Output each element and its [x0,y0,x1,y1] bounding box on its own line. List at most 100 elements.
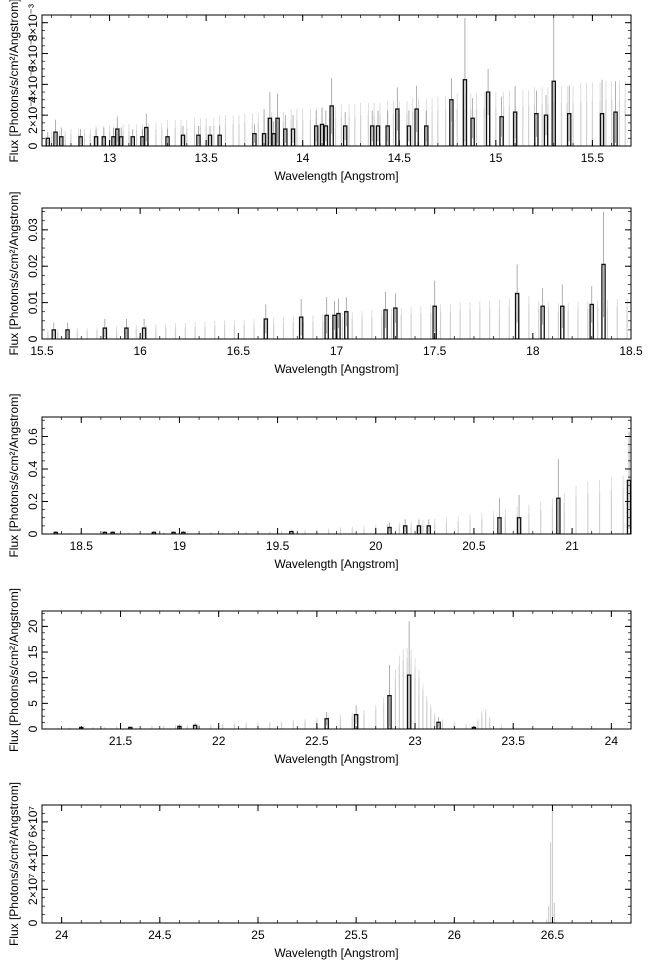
model-bar [371,317,373,339]
model-bar [618,99,621,146]
y-axis-title: Flux [Photons/s/cm²/Angstrom] [7,588,21,752]
model-bar [545,919,548,923]
model-bar [64,135,66,146]
model-bar [483,107,485,146]
model-bar [465,724,467,729]
model-bar [76,331,78,339]
model-bar [553,902,556,923]
x-tick-label: 22 [212,734,226,748]
model-bar [340,116,342,146]
x-tick-label: 17.5 [423,344,447,358]
data-bar [130,136,136,146]
panel-5: 24 24.5 25 25.5 26 26.5 0 2×10⁷ 4×10⁷ 6×10⁷ Wavele… [7,782,632,960]
model-bar [223,325,226,339]
y-tick-label: 4×10⁷ [26,840,40,871]
model-bar [456,109,458,146]
model-bar [441,721,444,729]
model-bar [292,721,294,729]
model-bar [477,721,479,729]
data-bar [181,531,186,534]
data-bar [387,526,392,534]
y-tick-label: 0.02 [26,254,40,278]
model-bar [400,314,402,339]
model-bar [186,127,188,146]
model-bar [426,700,428,729]
model-bar [193,125,196,146]
data-bar [329,105,334,146]
model-bar [475,109,478,146]
model-bar [128,130,130,146]
x-tick-label: 25 [251,928,265,942]
x-tick-label: 18.5 [619,344,643,358]
x-tick-label: 14.5 [388,151,412,165]
model-bar [504,516,506,534]
data-bar [385,125,390,146]
model-bar [434,523,436,534]
model-bar [108,132,111,146]
model-bar [624,99,626,146]
data-bar [59,136,64,146]
model-bar [205,125,207,146]
model-bar [439,312,442,339]
model-bar [224,124,227,146]
model-bar [238,124,240,146]
model-bar [498,307,501,339]
x-tick-label: 14 [296,151,310,165]
model-bar [430,312,432,339]
model-bar [551,805,554,923]
data-bar [406,125,412,146]
model-bar [626,306,628,339]
x-axis-title: Wavelength [Angstrom] [274,752,398,766]
model-bar [322,320,324,339]
data-bar [93,136,99,146]
model-bar [560,102,563,146]
y-tick-label: 0.2 [26,493,40,510]
x-tick-label: 19 [173,539,187,553]
data-bar [462,79,468,146]
model-bar [580,101,582,146]
x-tick-label: 26 [448,928,462,942]
model-bar [351,528,353,534]
panel-1: 13 13.5 14 14.5 15 15.5 0 2×10⁻³4×10⁻³6×10⁻³8×1… [7,0,632,183]
model-bar [414,667,416,729]
model-bar [253,324,255,339]
model-bar [304,531,306,534]
model-bar [296,119,298,146]
x-tick-label: 13.5 [194,151,218,165]
model-bar [174,327,177,339]
model-bar [577,309,579,339]
data-bar [140,136,145,146]
y-tick-label: 4×10⁻³ [26,66,40,103]
data-bar [128,726,133,729]
x-tick-label: 15.5 [581,151,605,165]
plot-frame [41,14,632,147]
data-bar [144,126,149,146]
model-bar [392,113,395,146]
model-bar [394,677,396,729]
model-bar [363,528,365,534]
data-bar [613,111,618,146]
x-tick-label: 19.5 [266,539,290,553]
model-bar [547,310,550,339]
data-bar [261,133,267,146]
plot-area [45,15,626,146]
model-bar [398,525,400,534]
model-bar [96,330,98,339]
y-tick-label: 2×10⁷ [26,874,40,905]
model-bar [57,332,59,339]
model-bar [469,520,471,534]
model-bar [485,712,487,729]
model-bar [233,724,236,729]
data-bar [111,136,116,146]
model-bar [585,101,588,146]
model-bar [597,308,599,339]
y-tick-label: 0.01 [26,291,40,315]
model-bar [222,724,224,729]
model-bar [437,110,439,146]
model-bar [528,512,530,534]
model-bar [457,521,459,534]
model-bar [450,110,453,146]
data-bar [414,108,419,146]
y-axis-title: Flux [Photons/s/cm²/Angstrom] [7,0,21,163]
data-bar [283,128,288,146]
